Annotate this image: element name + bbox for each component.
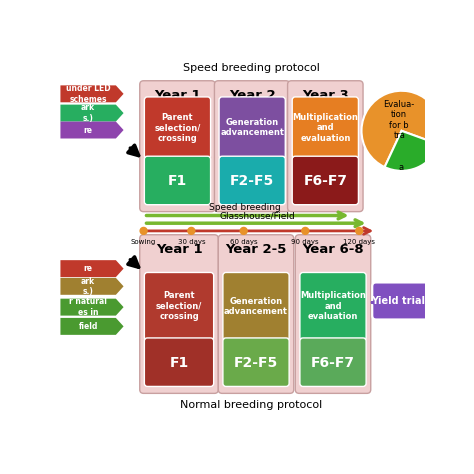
Polygon shape	[61, 85, 124, 102]
Text: Year 6-8: Year 6-8	[302, 243, 364, 256]
Text: Parent
selection/
crossing: Parent selection/ crossing	[155, 113, 201, 143]
Text: F1: F1	[168, 174, 187, 188]
FancyBboxPatch shape	[145, 273, 214, 340]
FancyBboxPatch shape	[214, 81, 290, 212]
Text: Year 2-5: Year 2-5	[225, 243, 287, 256]
Text: Multiplication
and
evaluation: Multiplication and evaluation	[292, 113, 358, 143]
FancyBboxPatch shape	[288, 81, 363, 212]
Text: Evalua-
tion
for b
tra: Evalua- tion for b tra	[383, 100, 415, 140]
Text: re: re	[83, 126, 92, 135]
Polygon shape	[61, 105, 124, 121]
Text: r natural
es in: r natural es in	[69, 297, 107, 317]
Text: F6-F7: F6-F7	[303, 174, 347, 188]
FancyBboxPatch shape	[219, 156, 285, 205]
Text: ark
s.): ark s.)	[81, 277, 95, 296]
Circle shape	[302, 228, 309, 234]
FancyBboxPatch shape	[372, 283, 429, 319]
Text: 60 days: 60 days	[230, 238, 257, 245]
Text: 120 days: 120 days	[343, 238, 375, 245]
Circle shape	[188, 228, 195, 234]
FancyBboxPatch shape	[219, 97, 285, 158]
FancyBboxPatch shape	[140, 81, 215, 212]
FancyBboxPatch shape	[223, 273, 289, 340]
Text: Year 1: Year 1	[154, 89, 201, 102]
Text: Speed breeding protocol: Speed breeding protocol	[183, 64, 320, 73]
FancyBboxPatch shape	[292, 97, 358, 158]
Text: Multiplication
and
evaluation: Multiplication and evaluation	[300, 292, 366, 321]
Polygon shape	[61, 278, 124, 295]
Circle shape	[240, 228, 247, 234]
Text: 30 days: 30 days	[178, 238, 205, 245]
Text: Year 1: Year 1	[155, 243, 202, 256]
Text: Yield trials: Yield trials	[371, 296, 431, 306]
Text: a: a	[399, 163, 404, 172]
Text: F2-F5: F2-F5	[230, 174, 274, 188]
FancyBboxPatch shape	[292, 156, 358, 205]
Polygon shape	[61, 121, 124, 138]
FancyBboxPatch shape	[145, 338, 214, 386]
FancyBboxPatch shape	[223, 338, 289, 386]
Polygon shape	[61, 299, 124, 316]
Text: 90 days: 90 days	[292, 238, 319, 245]
Text: under LED
schemes: under LED schemes	[66, 84, 110, 103]
Text: F1: F1	[169, 356, 189, 370]
Text: re: re	[83, 264, 92, 273]
Circle shape	[356, 228, 363, 234]
Text: F2-F5: F2-F5	[234, 356, 278, 370]
Polygon shape	[61, 318, 124, 335]
Text: Parent
selection/
crossing: Parent selection/ crossing	[156, 292, 202, 321]
FancyBboxPatch shape	[145, 97, 210, 158]
Text: Generation
advancement: Generation advancement	[220, 118, 284, 137]
Text: Year 3: Year 3	[302, 89, 349, 102]
FancyBboxPatch shape	[145, 156, 210, 205]
FancyBboxPatch shape	[300, 273, 366, 340]
FancyBboxPatch shape	[219, 235, 294, 393]
Text: F6-F7: F6-F7	[311, 356, 355, 370]
Circle shape	[140, 228, 147, 234]
Text: Year 2: Year 2	[229, 89, 275, 102]
Text: field: field	[79, 322, 98, 331]
Text: ark
s.): ark s.)	[81, 103, 95, 123]
Wedge shape	[384, 131, 439, 171]
FancyBboxPatch shape	[295, 235, 371, 393]
FancyBboxPatch shape	[140, 235, 219, 393]
Polygon shape	[61, 260, 124, 277]
Text: Generation
advancement: Generation advancement	[224, 297, 288, 316]
FancyBboxPatch shape	[300, 338, 366, 386]
Text: Sowing: Sowing	[131, 238, 156, 245]
Text: Normal breeding protocol: Normal breeding protocol	[180, 400, 322, 410]
Text: Glasshouse/Field: Glasshouse/Field	[219, 211, 295, 220]
Wedge shape	[362, 91, 442, 167]
Text: Speed breeding: Speed breeding	[210, 203, 281, 212]
